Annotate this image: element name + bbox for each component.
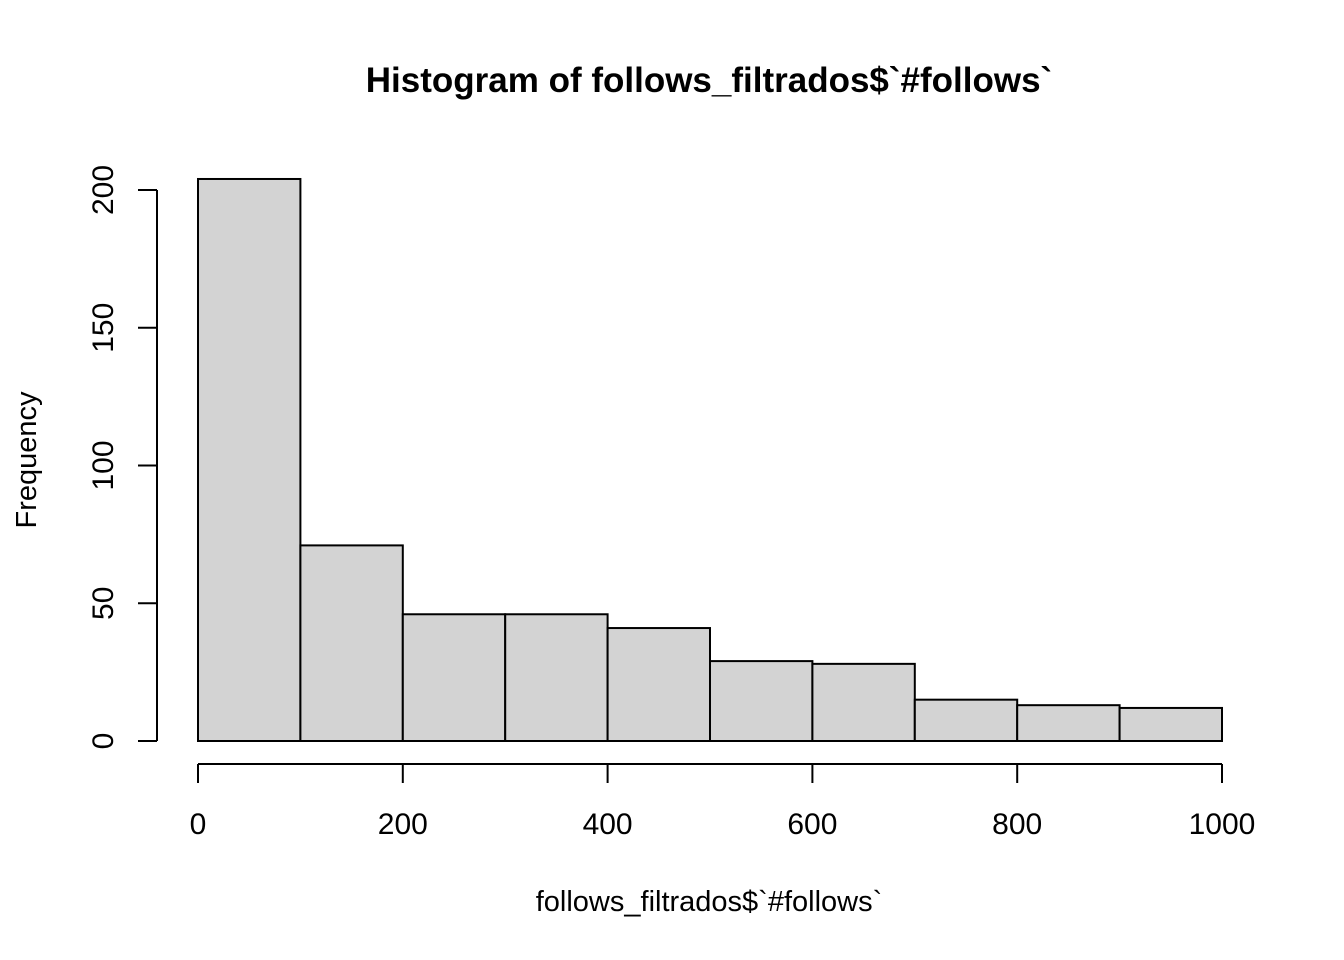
histogram-bar-9 (1016, 704, 1121, 742)
x-axis-label: follows_filtrados$`#follows` (536, 886, 883, 918)
x-tick-label: 200 (378, 808, 428, 841)
x-tick-label: 0 (190, 808, 207, 841)
chart-title: Histogram of follows_filtrados$`#follows… (366, 61, 1052, 100)
y-tick-label: 0 (87, 733, 120, 750)
histogram-bar-4 (504, 613, 609, 743)
x-axis: 0 200 400 600 800 1000 (190, 763, 1256, 841)
histogram-bar-2 (299, 544, 404, 743)
x-tick-label: 800 (992, 808, 1042, 841)
histogram-bar-6 (709, 660, 814, 742)
histogram-bar-3 (401, 613, 507, 743)
y-axis: 0 50 100 150 200 (87, 165, 158, 750)
histogram-bar-10 (1118, 706, 1223, 743)
x-tick-label: 400 (583, 808, 633, 841)
x-tick-label: 1000 (1189, 808, 1256, 841)
histogram-bars (197, 177, 1223, 743)
y-tick-label: 100 (87, 440, 120, 490)
histogram-bar-7 (811, 662, 916, 742)
y-tick-label: 200 (87, 165, 120, 215)
histogram-bar-1 (197, 177, 302, 743)
y-tick-label: 50 (87, 587, 120, 620)
histogram-bar-5 (606, 627, 711, 742)
y-axis-label: Frequency (11, 391, 43, 529)
x-tick-label: 600 (787, 808, 837, 841)
histogram-bar-8 (913, 698, 1019, 742)
y-tick-label: 150 (87, 303, 120, 353)
